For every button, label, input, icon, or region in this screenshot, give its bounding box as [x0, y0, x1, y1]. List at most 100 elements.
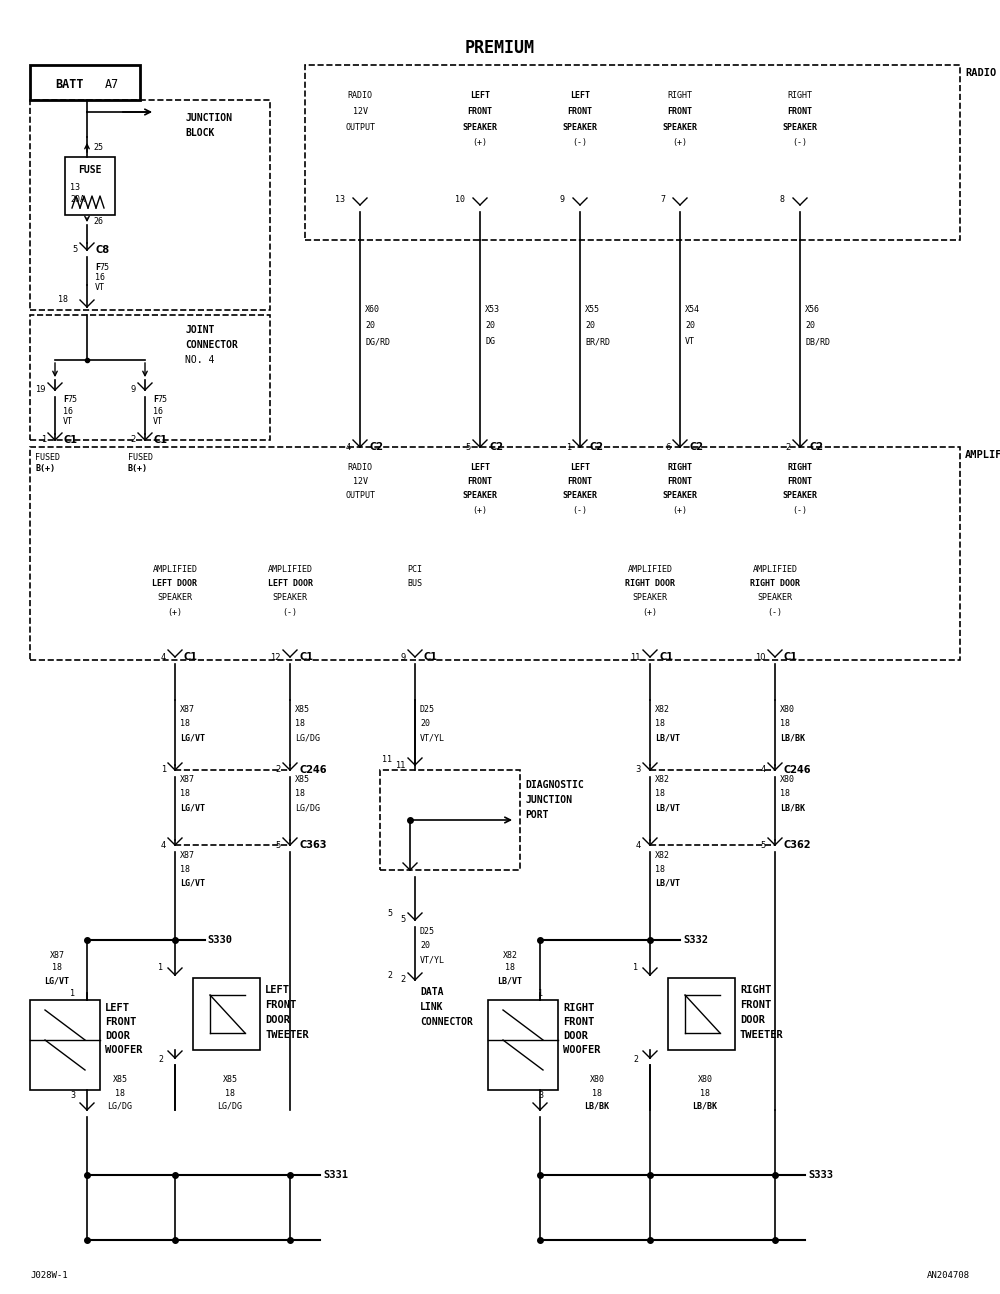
Text: LG/VT: LG/VT [180, 734, 205, 743]
Text: 18: 18 [180, 864, 190, 873]
Text: LINK: LINK [420, 1002, 444, 1012]
Text: RADIO: RADIO [965, 69, 996, 78]
Text: LB/BK: LB/BK [780, 804, 805, 813]
Text: DB/RD: DB/RD [805, 338, 830, 347]
Text: X85: X85 [295, 775, 310, 784]
Text: 13: 13 [335, 195, 345, 204]
Text: VT: VT [153, 418, 163, 427]
Text: J028W-1: J028W-1 [30, 1271, 68, 1280]
Text: 75: 75 [157, 396, 167, 405]
Bar [65, 157, 115, 215]
Text: C1: C1 [64, 435, 78, 445]
Text: JOINT: JOINT [185, 325, 214, 335]
Text: 10: 10 [756, 652, 766, 661]
Text: 18: 18 [592, 1088, 602, 1097]
Text: 19: 19 [36, 386, 46, 395]
Text: LEFT: LEFT [265, 985, 290, 995]
Text: (+): (+) [168, 607, 182, 616]
Text: FRONT: FRONT [668, 106, 692, 115]
Text: LB/BK: LB/BK [780, 734, 805, 743]
Text: X82: X82 [655, 705, 670, 714]
Text: C1: C1 [784, 652, 798, 663]
Text: 12V: 12V [352, 106, 368, 115]
Text: NO. 4: NO. 4 [185, 355, 214, 365]
Text: FUSED: FUSED [35, 453, 60, 462]
Text: 2: 2 [786, 443, 791, 452]
Text: DATA: DATA [420, 987, 444, 996]
Text: 4: 4 [636, 841, 641, 849]
Text: 18: 18 [655, 719, 665, 729]
Text: AMPLIFIED: AMPLIFIED [628, 565, 672, 575]
Text: 2: 2 [158, 1056, 163, 1065]
Text: 7: 7 [660, 195, 665, 204]
Text: 20: 20 [585, 321, 595, 330]
Text: 4: 4 [161, 841, 166, 849]
Text: 16: 16 [63, 406, 73, 415]
Text: FRONT: FRONT [468, 477, 492, 487]
Text: RADIO: RADIO [348, 463, 372, 472]
Text: 18: 18 [780, 719, 790, 729]
Text: D25: D25 [420, 705, 435, 714]
Text: LG/DG: LG/DG [108, 1101, 132, 1110]
Bar [668, 978, 735, 1049]
Text: 75: 75 [99, 264, 109, 273]
Text: 8: 8 [780, 195, 785, 204]
Text: X80: X80 [698, 1075, 712, 1084]
Text: X82: X82 [655, 850, 670, 859]
Text: CONNECTOR: CONNECTOR [185, 340, 238, 349]
Text: WOOFER: WOOFER [563, 1046, 600, 1055]
Text: LB/VT: LB/VT [655, 734, 680, 743]
Text: JUNCTION: JUNCTION [525, 795, 572, 805]
Text: C2: C2 [369, 443, 383, 452]
Text: LEFT: LEFT [570, 463, 590, 472]
Text: TWEETER: TWEETER [740, 1030, 784, 1040]
Text: DOOR: DOOR [740, 1014, 765, 1025]
Text: RADIO: RADIO [348, 91, 372, 100]
Text: 5: 5 [466, 443, 471, 452]
Text: DOOR: DOOR [105, 1031, 130, 1040]
Text: C1: C1 [154, 435, 168, 445]
Text: X82: X82 [503, 951, 518, 959]
Text: DG/RD: DG/RD [365, 338, 390, 347]
Bar [30, 314, 270, 440]
Text: LG/VT: LG/VT [44, 977, 70, 986]
Text: 20: 20 [420, 719, 430, 729]
Text: 18: 18 [655, 864, 665, 873]
Text: LB/VT: LB/VT [655, 879, 680, 888]
Text: (+): (+) [672, 138, 688, 148]
Text: 2: 2 [401, 976, 406, 985]
Text: FRONT: FRONT [788, 477, 812, 487]
Text: 10: 10 [455, 195, 465, 204]
Text: 1: 1 [41, 436, 46, 445]
Text: LEFT DOOR: LEFT DOOR [268, 580, 312, 589]
Text: (-): (-) [792, 506, 808, 515]
Text: SPEAKER: SPEAKER [662, 123, 698, 132]
Text: C2: C2 [809, 443, 823, 452]
Text: TWEETER: TWEETER [265, 1030, 309, 1040]
Text: LG/DG: LG/DG [218, 1101, 242, 1110]
Text: S333: S333 [808, 1170, 833, 1180]
Text: DG: DG [485, 338, 495, 347]
Bar [30, 100, 270, 311]
Text: PCI: PCI [408, 565, 422, 575]
Text: SPEAKER: SPEAKER [562, 123, 598, 132]
Text: 18: 18 [180, 719, 190, 729]
Text: FUSE: FUSE [78, 166, 102, 175]
Text: FRONT: FRONT [668, 477, 692, 487]
Bar [193, 978, 260, 1049]
Text: RIGHT DOOR: RIGHT DOOR [750, 580, 800, 589]
Text: LEFT: LEFT [470, 91, 490, 100]
Text: (-): (-) [572, 506, 588, 515]
Text: 5: 5 [401, 915, 406, 924]
Text: BUS: BUS [408, 580, 422, 589]
Text: LG/VT: LG/VT [180, 879, 205, 888]
Text: SPEAKER: SPEAKER [158, 594, 192, 603]
Text: 20: 20 [420, 942, 430, 951]
Text: RIGHT: RIGHT [740, 985, 771, 995]
Bar [380, 770, 520, 870]
Text: 1: 1 [538, 989, 543, 998]
Text: FRONT: FRONT [740, 1000, 771, 1011]
Text: (+): (+) [672, 506, 688, 515]
Text: RIGHT: RIGHT [788, 463, 812, 472]
Text: PORT: PORT [525, 810, 548, 820]
